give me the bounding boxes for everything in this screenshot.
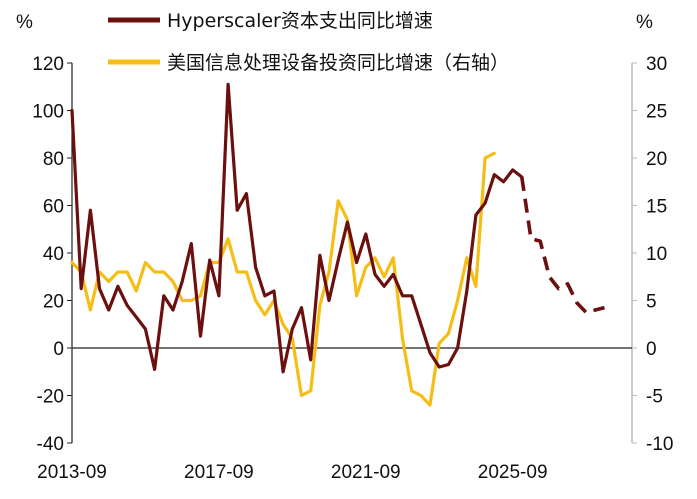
left-tick-label: 80 bbox=[43, 149, 64, 170]
right-tick-label: 10 bbox=[646, 244, 667, 265]
x-tick-label: 2025-09 bbox=[478, 462, 548, 483]
series-line-us-equipment bbox=[70, 151, 496, 407]
right-tick-label: 5 bbox=[646, 292, 657, 313]
right-tick-label: 0 bbox=[646, 339, 657, 360]
right-axis-unit: % bbox=[636, 12, 653, 33]
right-tick-label: 20 bbox=[646, 149, 667, 170]
left-tick-label: 0 bbox=[53, 339, 64, 360]
legend-label-hyperscaler: Hyperscaler资本支出同比增速 bbox=[167, 10, 433, 32]
legend-label-us-equipment: 美国信息处理设备投资同比增速（右轴） bbox=[167, 52, 509, 74]
right-tick-label: -10 bbox=[646, 434, 673, 455]
x-tick-label: 2013-09 bbox=[37, 462, 107, 483]
right-tick-label: -5 bbox=[646, 387, 663, 408]
left-tick-label: -20 bbox=[37, 387, 64, 408]
right-tick-label: 30 bbox=[646, 54, 667, 75]
left-tick-label: 40 bbox=[43, 244, 64, 265]
left-tick-label: 60 bbox=[43, 197, 64, 218]
x-tick-label: 2021-09 bbox=[331, 462, 401, 483]
right-tick-label: 25 bbox=[646, 102, 667, 123]
left-tick-label: -40 bbox=[37, 434, 64, 455]
legend: Hyperscaler资本支出同比增速 美国信息处理设备投资同比增速（右轴） bbox=[108, 10, 509, 74]
left-tick-label: 120 bbox=[32, 54, 64, 75]
series-line-hyperscaler bbox=[70, 82, 524, 374]
left-tick-label: 100 bbox=[32, 102, 64, 123]
x-tick-label: 2017-09 bbox=[184, 462, 254, 483]
left-tick-label: 20 bbox=[43, 292, 64, 313]
tick-labels: 120 100 80 60 40 20 0 -20 -40 30 25 20 15 10 5 0 -5 -10 20… bbox=[32, 54, 673, 483]
series-line-hyperscaler-projection bbox=[520, 176, 605, 315]
right-tick-label: 15 bbox=[646, 197, 667, 218]
series bbox=[70, 82, 605, 407]
left-axis-unit: % bbox=[16, 12, 33, 33]
